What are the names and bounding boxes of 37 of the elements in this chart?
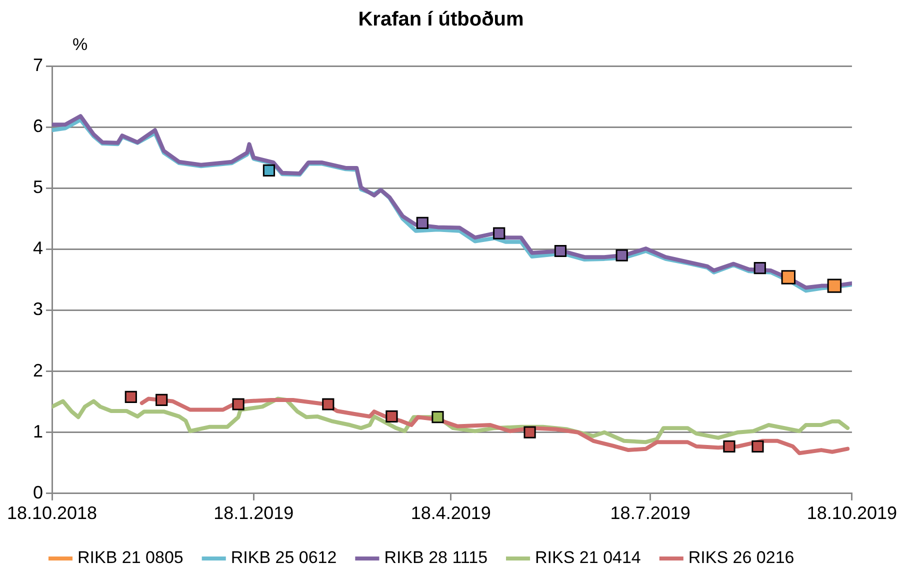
y-tick-label: 3	[32, 299, 44, 320]
y-axis-title: %	[72, 35, 88, 54]
y-tick-label: 5	[32, 177, 44, 198]
point	[232, 398, 244, 410]
point	[322, 398, 334, 410]
point	[752, 440, 764, 452]
x-tick-label: 18.10.2019	[806, 503, 898, 524]
x-tick-label: 18.10.2018	[6, 503, 98, 524]
point	[262, 164, 276, 176]
x-tick-label: 18.4.2019	[410, 503, 491, 524]
legend-label: RIKB 25 0612	[230, 548, 337, 568]
point	[386, 410, 398, 423]
y-tick-label: 7	[32, 54, 44, 75]
point	[781, 270, 796, 284]
point	[524, 426, 536, 438]
point	[156, 394, 168, 406]
point	[754, 262, 766, 274]
point	[827, 278, 842, 293]
legend-label: RIKS 21 0414	[535, 548, 641, 568]
point	[616, 249, 628, 262]
y-tick-label: 6	[32, 116, 44, 136]
x-tick-label: 18.1.2019	[214, 503, 294, 524]
y-tick-label: 0	[32, 482, 44, 502]
point	[554, 244, 567, 258]
y-tick-label: 4	[32, 238, 44, 258]
legend-label: RIKS 26 0216	[688, 548, 794, 568]
legend-label: RIKB 21 0805	[78, 548, 184, 568]
point	[493, 227, 506, 240]
point	[416, 216, 428, 229]
point	[124, 390, 137, 403]
legend-label: RIKB 28 1115	[384, 548, 488, 568]
point	[432, 411, 444, 424]
x-tick-label: 18.7.2019	[610, 503, 690, 524]
chart-title: Krafan í útboðum	[358, 8, 524, 31]
y-tick-label: 1	[32, 421, 44, 442]
point	[723, 440, 736, 452]
y-tick-label: 2	[32, 360, 44, 380]
